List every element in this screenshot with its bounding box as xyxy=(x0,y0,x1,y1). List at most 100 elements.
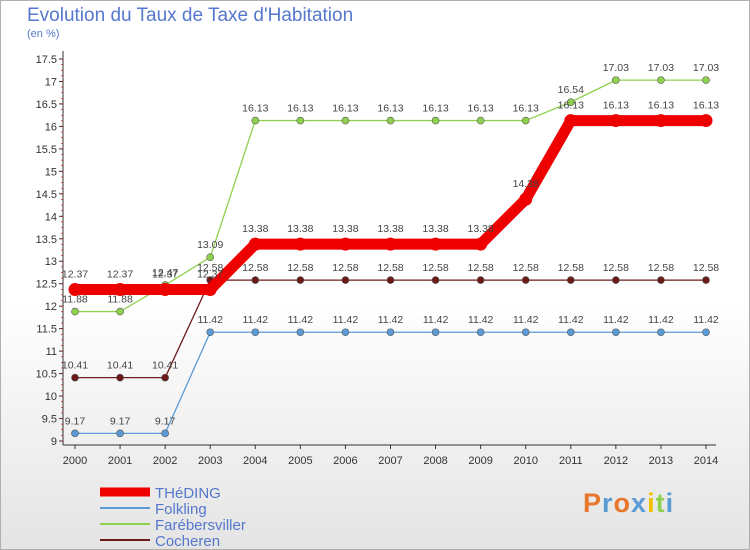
data-label: 12.58 xyxy=(332,262,358,274)
data-point xyxy=(296,116,305,125)
data-point xyxy=(566,98,575,106)
data-point xyxy=(612,276,620,284)
data-label: 13.38 xyxy=(468,223,494,235)
data-label: 12.58 xyxy=(377,262,403,274)
x-tick-label: 2003 xyxy=(198,455,222,467)
data-label: 11.88 xyxy=(107,294,133,306)
x-tick-label: 2011 xyxy=(559,455,583,467)
data-label: 16.13 xyxy=(513,103,539,115)
x-tick-label: 2007 xyxy=(378,455,402,467)
y-tick-label: 10 xyxy=(45,391,57,403)
data-label: 12.58 xyxy=(287,262,313,274)
data-label: 17.03 xyxy=(693,62,719,74)
logo-letter: i xyxy=(647,488,656,518)
x-tick-label: 2009 xyxy=(468,455,492,467)
data-point xyxy=(476,328,485,337)
data-point xyxy=(251,328,260,337)
x-tick-label: 2014 xyxy=(694,455,718,467)
data-point xyxy=(296,276,305,284)
data-point xyxy=(113,283,127,297)
data-point xyxy=(206,328,215,337)
data-point xyxy=(609,114,623,128)
data-label: 13.38 xyxy=(332,223,358,235)
data-point xyxy=(293,237,307,251)
data-label: 9.17 xyxy=(65,415,86,427)
x-tick-label: 2012 xyxy=(604,455,628,467)
logo-letter: o xyxy=(613,488,632,518)
data-point xyxy=(161,373,169,382)
data-point xyxy=(161,429,169,438)
y-tick-label: 11.5 xyxy=(36,324,57,336)
data-label: 11.88 xyxy=(62,294,88,306)
data-label: 10.41 xyxy=(62,360,88,372)
data-point xyxy=(657,328,665,337)
data-point xyxy=(657,276,665,284)
data-label: 16.13 xyxy=(377,103,403,115)
data-label: 16.54 xyxy=(558,84,584,96)
data-label: 13.09 xyxy=(197,239,223,251)
data-point xyxy=(476,276,485,284)
data-label: 12.37 xyxy=(152,269,178,281)
x-tick-label: 2006 xyxy=(333,455,357,467)
data-label: 12.58 xyxy=(422,262,448,274)
data-point xyxy=(296,328,305,337)
y-tick-label: 16 xyxy=(45,121,57,133)
x-tick-label: 2010 xyxy=(513,455,537,467)
data-label: 16.13 xyxy=(648,100,674,112)
x-tick-label: 2005 xyxy=(288,455,312,467)
x-tick-label: 2002 xyxy=(153,455,177,467)
data-label: 16.13 xyxy=(693,100,719,112)
x-tick-label: 2004 xyxy=(243,455,267,467)
data-point xyxy=(431,116,440,125)
y-tick-label: 13 xyxy=(45,256,57,268)
data-point xyxy=(519,192,533,206)
data-label: 17.03 xyxy=(648,62,674,74)
data-point xyxy=(116,373,124,382)
y-tick-label: 17.5 xyxy=(36,54,57,66)
data-label: 12.58 xyxy=(603,262,629,274)
data-label: 16.13 xyxy=(468,103,494,115)
y-tick-label: 16.5 xyxy=(36,99,57,111)
data-label: 12.58 xyxy=(242,262,268,274)
data-point xyxy=(71,307,79,316)
data-label: 11.42 xyxy=(197,314,223,326)
data-label: 12.58 xyxy=(558,262,584,274)
data-label: 11.42 xyxy=(468,314,494,326)
y-tick-label: 9.5 xyxy=(42,414,57,426)
data-point xyxy=(206,253,215,261)
data-label: 12.58 xyxy=(468,262,494,274)
data-point xyxy=(521,276,530,284)
y-tick-label: 9 xyxy=(51,436,57,448)
data-label: 10.41 xyxy=(107,360,133,372)
data-label: 12.47 xyxy=(152,267,178,279)
data-point xyxy=(429,237,443,251)
data-label: 13.38 xyxy=(242,223,268,235)
data-point xyxy=(566,276,575,284)
data-point xyxy=(431,328,440,337)
y-tick-label: 14.5 xyxy=(36,189,57,201)
data-point xyxy=(386,116,395,125)
data-label: 17.03 xyxy=(603,62,629,74)
data-label: 9.17 xyxy=(155,415,176,427)
data-point xyxy=(699,114,713,128)
data-label: 12.37 xyxy=(62,269,88,281)
data-label: 11.42 xyxy=(288,314,314,326)
data-label: 12.58 xyxy=(648,262,674,274)
data-label: 13.38 xyxy=(377,223,403,235)
data-label: 11.42 xyxy=(603,314,629,326)
data-label: 14.38 xyxy=(513,178,539,190)
y-tick-label: 12.5 xyxy=(36,279,57,291)
data-point xyxy=(386,276,395,284)
logo-letter: i xyxy=(665,488,675,518)
data-label: 16.13 xyxy=(558,100,584,112)
data-label: 16.13 xyxy=(287,103,313,115)
data-label: 12.58 xyxy=(513,262,539,274)
y-tick-label: 11 xyxy=(46,346,57,358)
legend-label: Folkling xyxy=(155,501,207,518)
data-label: 16.13 xyxy=(242,103,268,115)
data-label: 11.42 xyxy=(423,314,449,326)
x-tick-label: 2013 xyxy=(649,455,673,467)
data-point xyxy=(657,76,665,84)
logo-letter: t xyxy=(655,488,666,518)
data-point xyxy=(566,328,575,337)
